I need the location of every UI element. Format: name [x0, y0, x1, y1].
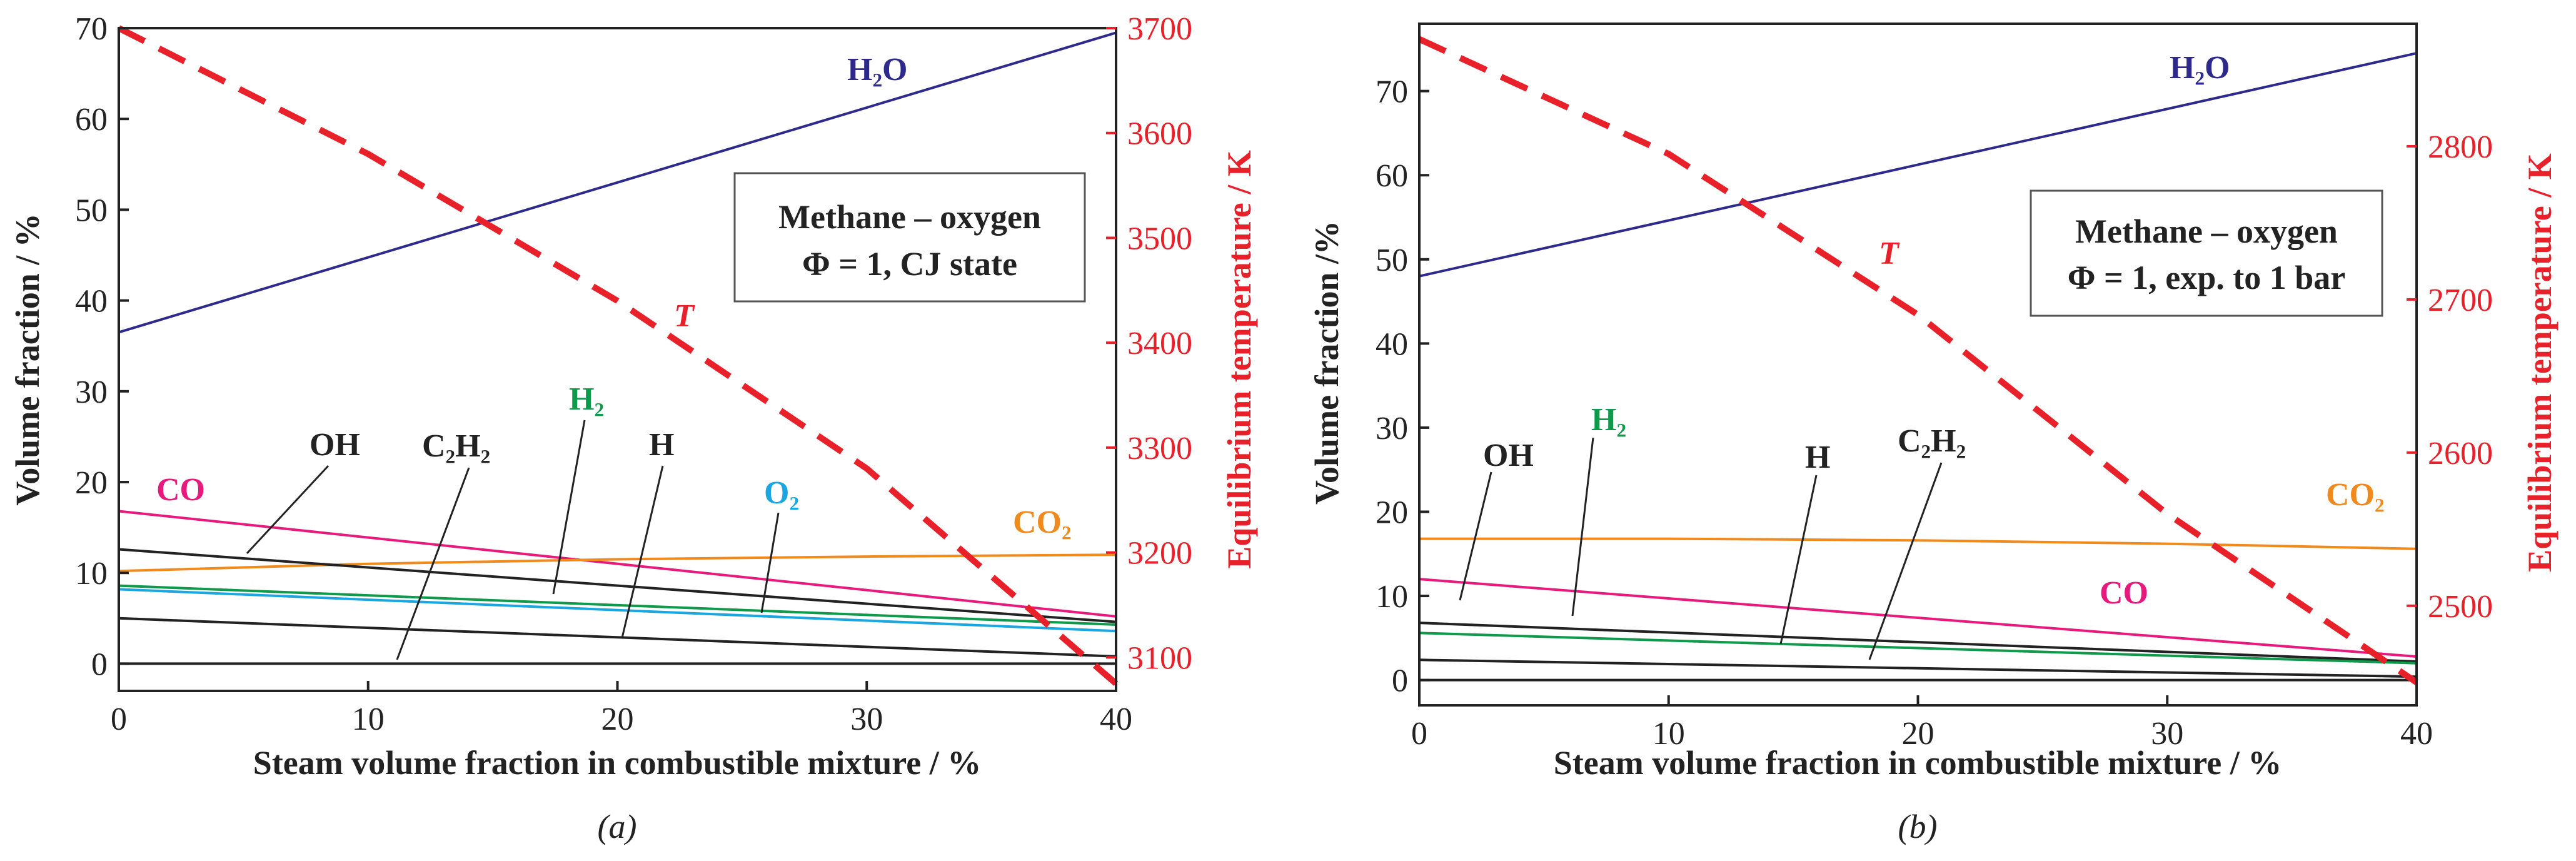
panel-b: 0 10 20 30 40 0 10 20 30 40 50 60 70 2500 2600 2700 2800…: [1308, 23, 2558, 845]
panel-a-y2-tick-label: 3300: [1127, 431, 1192, 466]
panel-b-series-h2: [1419, 632, 2417, 665]
panel-b-annotation-line-1: Methane – oxygen: [2075, 213, 2338, 250]
panel-a-x-tick-label: 0: [111, 702, 127, 737]
panel-a-label-h2: H₂: [569, 381, 604, 417]
panel-b-y-tick-label: 30: [1376, 411, 1408, 446]
panel-b-plot-frame: [1418, 23, 2418, 707]
panel-b-label-t: T: [1879, 236, 1900, 271]
panel-a-h-leader: [621, 465, 664, 638]
panel-a-oh-leader: [246, 465, 330, 555]
panel-a-y-tick-label: 20: [75, 465, 108, 501]
panel-a-label-h2o: H₂O: [847, 52, 907, 88]
panel-b-x-tick-label: 30: [2151, 716, 2183, 752]
panel-b-label-h: H: [1805, 440, 1830, 475]
panel-a-c2h2-leader: [396, 467, 470, 660]
panel-b-y-tick-label: 0: [1392, 663, 1408, 699]
panel-a-label-h: H: [649, 427, 674, 463]
panel-a-label-co2: CO₂: [1013, 505, 1072, 540]
panel-b-y2-axis-label: Equilibrium temperature / K: [2521, 153, 2558, 572]
panel-b-label-co2: CO₂: [2326, 477, 2385, 513]
panel-a-y2-tick-label: 3700: [1127, 11, 1192, 47]
panel-b-y2-tick-label: 2800: [2428, 129, 2493, 165]
panel-a-annotation-line-2: Φ = 1, CJ state: [802, 245, 1017, 283]
panel-b-y-tick-label: 50: [1376, 243, 1408, 278]
panel-a-series-h2: [118, 584, 1117, 626]
panel-b-y-tick-label: 40: [1376, 326, 1408, 362]
panel-b-x-tick-label: 20: [1902, 716, 1935, 752]
panel-b-oh-leader: [1459, 471, 1492, 601]
panel-b-x-tick-label: 10: [1653, 716, 1685, 752]
panel-a-y-tick-label: 50: [75, 193, 108, 228]
panel-a-label-t: T: [674, 298, 695, 334]
panel-b-y2-tick-label: 2500: [2428, 589, 2493, 625]
panel-b-label-oh: OH: [1483, 438, 1534, 473]
panel-a-y-tick-label: 0: [91, 647, 108, 682]
panel-b-y-tick-label: 10: [1376, 579, 1408, 615]
panel-a-caption: (a): [598, 808, 637, 845]
panel-a-y2-tick-label: 3100: [1127, 640, 1192, 676]
panel-a-x-tick-label: 10: [352, 702, 385, 737]
panel-a-series-t: [117, 25, 1119, 687]
panel-b-label-co: CO: [2100, 575, 2148, 611]
panel-b-label-h2: H₂: [1591, 402, 1626, 438]
panel-b-x-tick-label: 40: [2400, 716, 2433, 752]
panel-a-series-o2: [118, 588, 1117, 633]
panel-b-series-t: [1417, 36, 2418, 685]
panel-b-series-co: [1419, 578, 2417, 658]
panel-a: 0 10 20 30 40 0 10 20 30 40 50 60 70 3100 3200 3300 3400…: [9, 11, 1258, 845]
panel-b-x-tick-label: 0: [1411, 716, 1427, 752]
panel-b-y2-tick-label: 2600: [2428, 436, 2493, 471]
panel-a-y2-tick-label: 3400: [1127, 326, 1192, 361]
panel-a-y2-tick-label: 3600: [1127, 116, 1192, 152]
panel-a-label-co: CO: [156, 472, 205, 508]
panel-a-series-co: [118, 510, 1117, 618]
panel-a-series-h: [118, 617, 1117, 658]
panel-a-y2-axis-label: Equilibrium temperature / K: [1220, 150, 1258, 569]
panel-b-x-axis-label: Steam volume fraction in combustible mix…: [1554, 744, 2282, 782]
panel-a-label-c2h2: C₂H₂: [422, 428, 490, 464]
panel-b-series-h2o: [1419, 52, 2417, 278]
panel-a-series-oh: [118, 548, 1117, 623]
panel-a-x-axis-label: Steam volume fraction in combustible mix…: [253, 744, 981, 782]
panel-a-y-tick-label: 40: [75, 284, 108, 320]
panel-a-x-tick-label: 30: [850, 702, 883, 737]
panel-a-label-oh: OH: [309, 427, 360, 463]
panel-b-h2-leader: [1571, 437, 1594, 617]
panel-b-series-h: [1419, 658, 2417, 678]
panel-b-y-axis-label: Volume fraction /%: [1308, 221, 1346, 505]
panel-b-annotation-box: [2030, 189, 2383, 317]
panel-b-annotation-line-2: Φ = 1, exp. to 1 bar: [2068, 259, 2346, 296]
panel-a-series-co2: [118, 553, 1117, 573]
panel-a-y-axis-label: Volume fraction / %: [9, 213, 46, 505]
panel-a-x-tick-label: 40: [1100, 702, 1132, 737]
panel-a-o2-leader: [760, 512, 780, 613]
panel-b-series-co2: [1419, 537, 2417, 550]
panel-b-series-oh: [1419, 622, 2417, 663]
panel-b-y2-tick-label: 2700: [2428, 283, 2493, 318]
panel-b-y-tick-label: 70: [1376, 74, 1408, 110]
panel-a-label-o2: O₂: [764, 475, 799, 511]
panel-b-y-tick-label: 20: [1376, 495, 1408, 530]
panel-b-h-leader: [1779, 475, 1818, 645]
panel-a-y2-tick-label: 3500: [1127, 221, 1192, 256]
panel-b-caption: (b): [1898, 808, 1938, 845]
panel-a-h2-leader: [552, 420, 586, 595]
panel-b-label-c2h2: C₂H₂: [1898, 423, 1966, 459]
panel-a-series-h2o: [118, 31, 1117, 334]
panel-b-y-tick-label: 60: [1376, 158, 1408, 194]
panel-a-annotation-box: [733, 172, 1086, 303]
panel-a-y2-tick-label: 3200: [1127, 536, 1192, 571]
panel-b-c2h2-leader: [1868, 462, 1943, 660]
panel-a-y-tick-label: 10: [75, 556, 108, 592]
panel-a-annotation-line-1: Methane – oxygen: [778, 198, 1041, 236]
panel-b-label-h2o: H₂O: [2170, 50, 2230, 86]
panel-a-y-tick-label: 30: [75, 375, 108, 410]
panel-a-y-tick-label: 60: [75, 102, 108, 138]
panel-a-y-tick-label: 70: [75, 11, 108, 47]
panel-a-x-tick-label: 20: [601, 702, 634, 737]
